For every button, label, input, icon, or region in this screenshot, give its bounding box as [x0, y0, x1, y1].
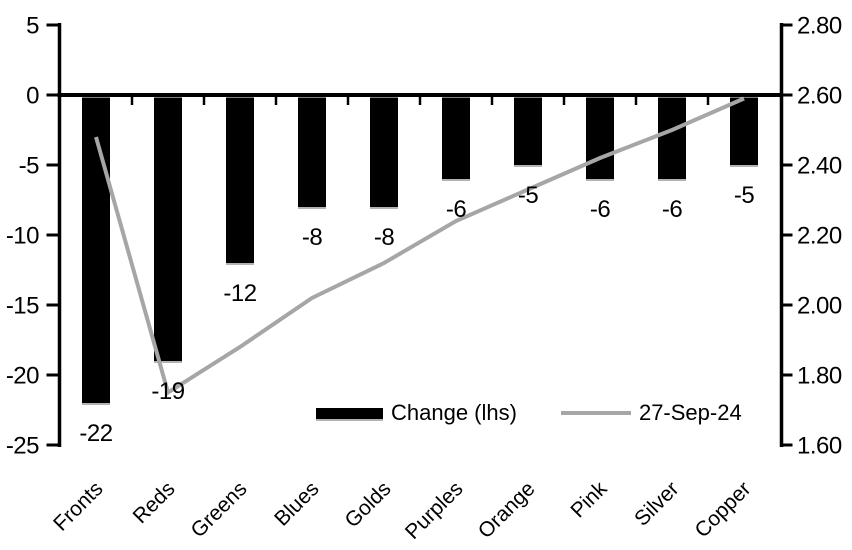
right-axis-label-2.20: 2.20: [797, 223, 842, 250]
left-axis-label-5: 5: [26, 13, 39, 40]
category-labels: Fronts Reds Greens Blues Golds Purples Orange P…: [49, 477, 755, 544]
category-label-fronts: Fronts: [49, 477, 107, 535]
bar-pink: [586, 97, 614, 179]
chart-legend: Change (lhs) 27-Sep-24: [316, 400, 742, 426]
bar-fronts: [82, 97, 110, 403]
right-axis-label-2.40: 2.40: [797, 153, 842, 180]
category-label-purples: Purples: [401, 477, 468, 544]
bar-label-purples: -6: [446, 196, 466, 223]
bar-orange: [514, 97, 542, 165]
bar-reds: [154, 97, 182, 361]
category-label-pink: Pink: [566, 477, 612, 523]
right-axis-label-2.60: 2.60: [797, 83, 842, 110]
bar-purples: [442, 97, 470, 179]
category-label-greens: Greens: [187, 477, 252, 542]
legend-item-change-lhs: Change (lhs): [316, 400, 517, 426]
right-axis-label-1.60: 1.60: [797, 433, 842, 460]
bar-golds: [370, 97, 398, 207]
category-label-reds: Reds: [129, 477, 180, 528]
axis-tick-labels: 5 0 -5 -10 -15 -20 -25 2.80 2.60 2.40 2.20 2.00 1.80…: [6, 13, 843, 460]
bar-blues: [298, 97, 326, 207]
bar-label-reds: -19: [151, 378, 184, 405]
left-axis-label--20: -20: [6, 363, 39, 390]
category-label-silver: Silver: [630, 477, 683, 530]
bar-greens: [226, 97, 254, 263]
legend-label-27-sep-24: 27-Sep-24: [638, 400, 742, 425]
left-axis-label--15: -15: [6, 293, 39, 320]
bar-label-greens: -12: [223, 280, 256, 307]
legend-item-27-sep-24: 27-Sep-24: [560, 400, 742, 426]
category-label-orange: Orange: [474, 477, 540, 543]
right-axis-label-2.80: 2.80: [797, 13, 842, 40]
left-axis-label--5: -5: [19, 153, 39, 180]
bar-label-golds: -8: [374, 224, 394, 251]
bar-label-copper: -5: [734, 182, 754, 209]
bar-data-labels: -22 -19 -12 -8 -8 -6 -5 -6 -6 -5: [79, 182, 754, 447]
bar-series-swatch-icon: [316, 407, 383, 419]
line-series-27-sep-24: [94, 96, 745, 396]
bar-label-silver: -6: [662, 196, 682, 223]
bars-layer: [82, 97, 758, 403]
left-axis-label-0: 0: [26, 83, 39, 110]
right-axis-label-1.80: 1.80: [797, 363, 842, 390]
legend-label-change-lhs: Change (lhs): [391, 400, 517, 425]
left-axis-label--10: -10: [6, 223, 39, 250]
category-label-blues: Blues: [270, 477, 323, 530]
line-series-swatch-icon: [560, 411, 631, 415]
bar-silver: [658, 97, 686, 179]
bar-label-fronts: -22: [79, 420, 112, 447]
category-label-copper: Copper: [691, 477, 756, 542]
bar-copper: [730, 97, 758, 165]
bar-label-blues: -8: [302, 224, 322, 251]
category-label-golds: Golds: [340, 477, 395, 532]
bar-label-pink: -6: [590, 196, 610, 223]
axes-layer: [46, 23, 793, 447]
bar-label-orange: -5: [518, 182, 538, 209]
left-axis-label--25: -25: [6, 433, 39, 460]
right-axis-label-2.00: 2.00: [797, 293, 842, 320]
